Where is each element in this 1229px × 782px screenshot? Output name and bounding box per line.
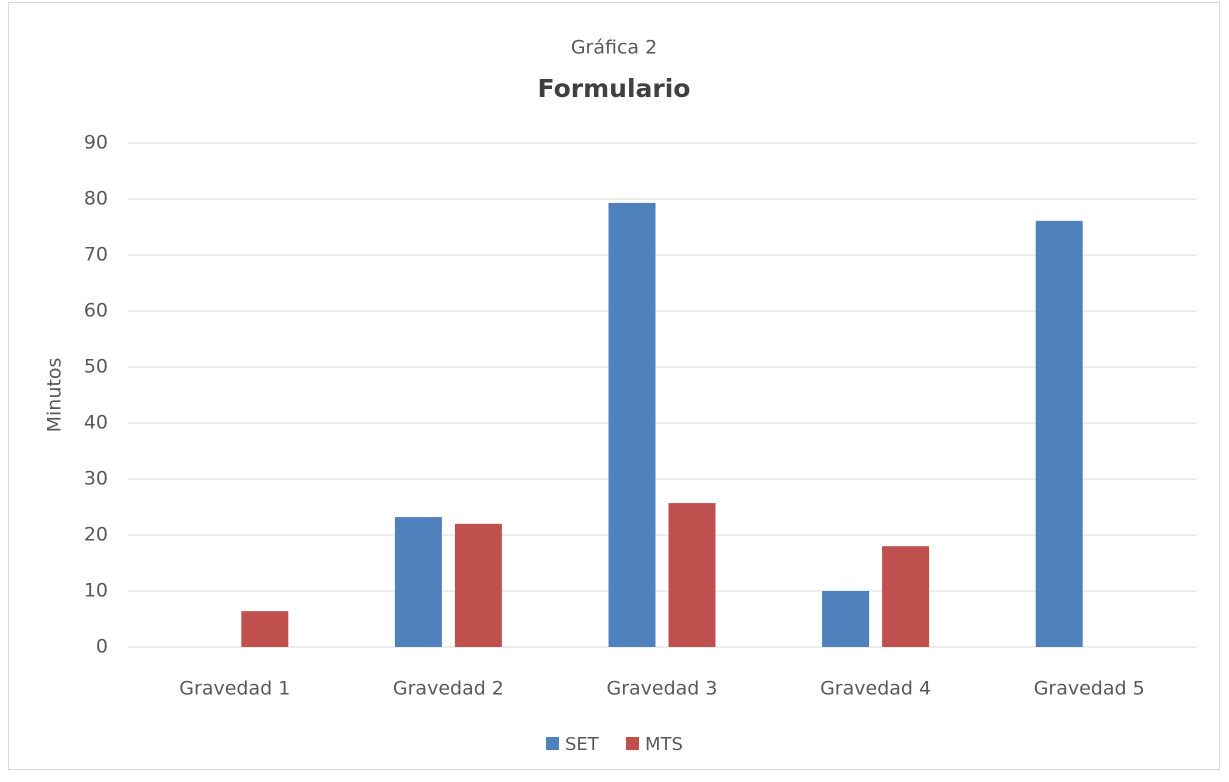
y-tick-label: 60 <box>84 300 108 322</box>
x-tick-label: Gravedad 3 <box>606 678 717 700</box>
legend-swatch <box>546 737 559 750</box>
y-tick-label: 90 <box>84 132 108 154</box>
bar <box>394 517 442 647</box>
y-tick-label: 10 <box>84 580 108 602</box>
bar <box>882 546 930 647</box>
y-tick-label: 30 <box>84 468 108 490</box>
bar <box>668 503 716 647</box>
x-tick-label: Gravedad 5 <box>1034 678 1145 700</box>
x-tick-label: Gravedad 2 <box>393 678 504 700</box>
y-tick-label: 20 <box>84 524 108 546</box>
bar <box>608 202 656 648</box>
bar <box>1035 220 1083 647</box>
y-tick-label: 80 <box>84 188 108 210</box>
y-tick-label: 50 <box>84 356 108 378</box>
x-tick-label: Gravedad 1 <box>179 678 290 700</box>
y-axis-label: Minutos <box>44 358 66 433</box>
chart-title: Formulario <box>538 74 691 103</box>
bar <box>241 611 289 647</box>
bar <box>454 523 502 647</box>
x-tick-label: Gravedad 4 <box>820 678 931 700</box>
legend-label: SET <box>565 734 600 755</box>
legend-swatch <box>626 737 639 750</box>
y-tick-label: 40 <box>84 412 108 434</box>
bar <box>822 591 870 647</box>
chart-subtitle: Gráfica 2 <box>571 37 657 59</box>
legend-label: MTS <box>645 734 683 755</box>
y-tick-label: 0 <box>96 636 108 658</box>
y-tick-label: 70 <box>84 244 108 266</box>
